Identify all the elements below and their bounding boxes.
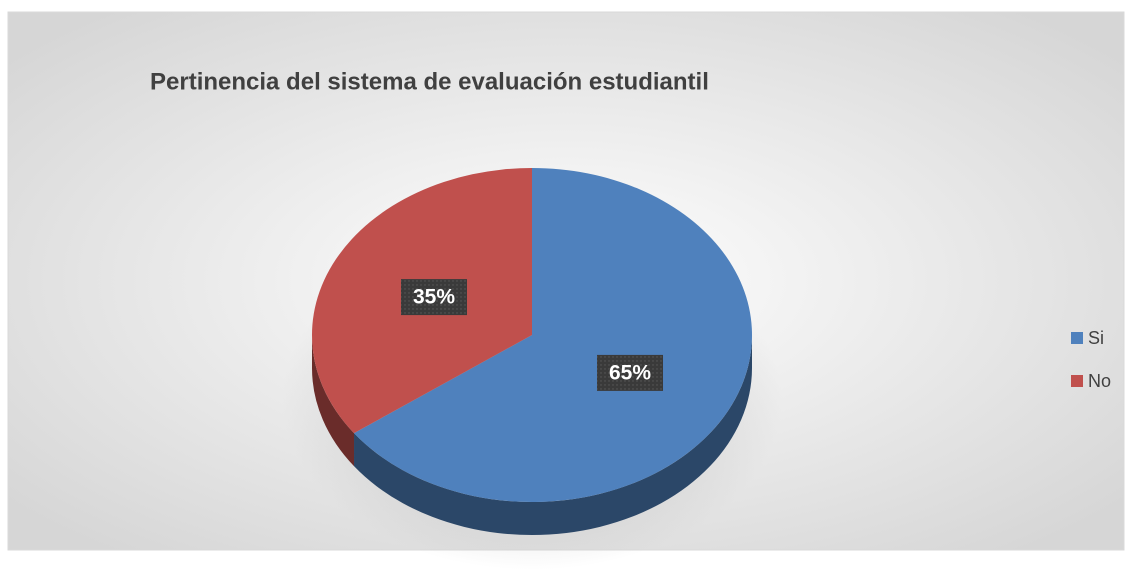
- pie-slice-side: [312, 335, 355, 467]
- data-label-box: [597, 354, 664, 391]
- legend-label: No: [1088, 371, 1111, 391]
- chart-title: Pertinencia del sistema de evaluación es…: [150, 68, 709, 95]
- data-label-box: [400, 279, 467, 316]
- pie-slice: [354, 168, 752, 503]
- legend-swatch: [1071, 332, 1083, 344]
- legend-label: Si: [1088, 328, 1104, 348]
- legend-swatch: [1071, 375, 1083, 387]
- pie-slice-side: [354, 335, 752, 535]
- data-label: 35%: [413, 286, 455, 309]
- data-label: 65%: [609, 361, 651, 384]
